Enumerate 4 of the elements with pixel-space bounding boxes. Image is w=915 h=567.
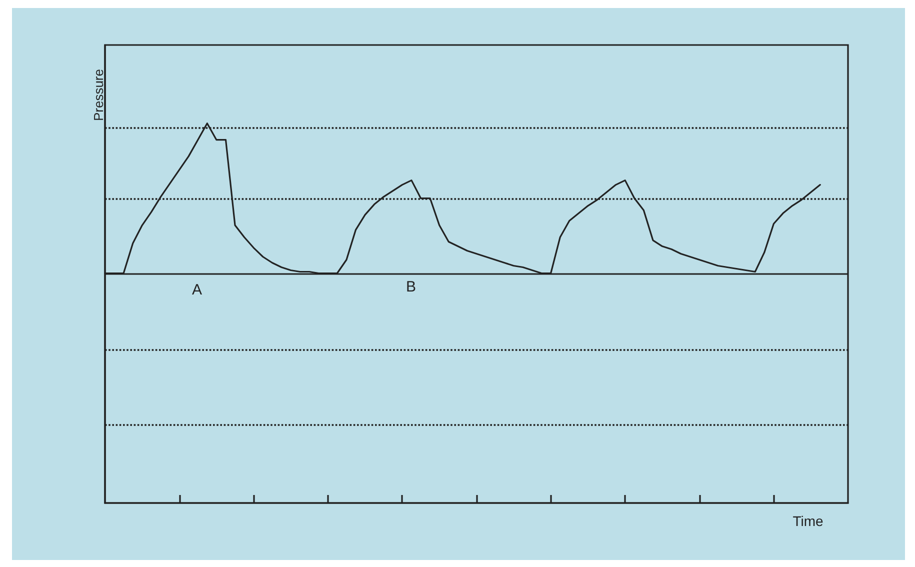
text: Time: [792, 513, 824, 529]
text: B: [406, 278, 416, 296]
y-axis-title: Pressure: [91, 69, 106, 122]
text: A: [192, 282, 202, 298]
